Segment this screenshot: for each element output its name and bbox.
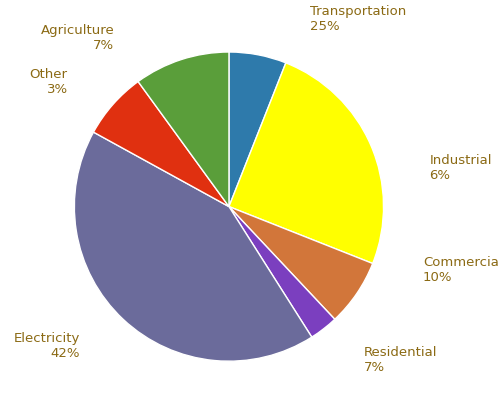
- Text: Agriculture
7%: Agriculture 7%: [40, 24, 115, 52]
- Wedge shape: [229, 206, 372, 319]
- Wedge shape: [94, 82, 229, 206]
- Text: Transportation
25%: Transportation 25%: [310, 5, 406, 33]
- Wedge shape: [229, 63, 384, 263]
- Wedge shape: [138, 52, 229, 206]
- Text: Commercial
10%: Commercial 10%: [423, 256, 500, 284]
- Wedge shape: [74, 132, 312, 361]
- Text: Electricity
42%: Electricity 42%: [14, 332, 80, 360]
- Text: Industrial
6%: Industrial 6%: [430, 154, 492, 182]
- Wedge shape: [229, 206, 335, 337]
- Text: Other
3%: Other 3%: [30, 67, 68, 95]
- Text: Residential
7%: Residential 7%: [364, 346, 438, 374]
- Wedge shape: [229, 52, 286, 206]
